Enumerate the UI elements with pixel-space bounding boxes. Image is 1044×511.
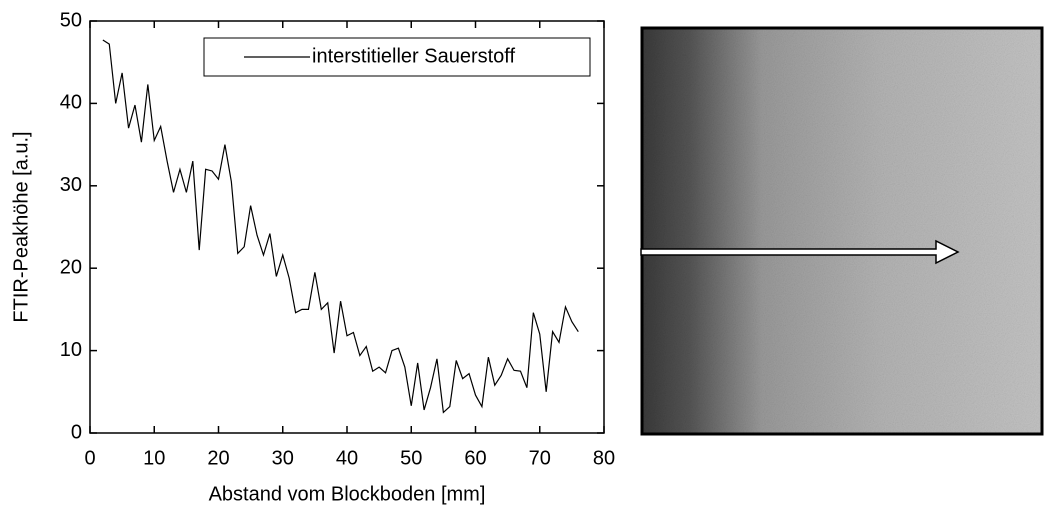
y-tick-label: 40 [60, 92, 82, 114]
x-tick-label: 60 [464, 447, 486, 469]
x-tick-label: 40 [336, 447, 358, 469]
y-tick-label: 20 [60, 256, 82, 278]
y-axis-label: FTIR-Peakhöhe [a.u.] [10, 131, 32, 322]
sample-image [640, 26, 1044, 436]
y-tick-label: 0 [71, 421, 82, 443]
x-tick-label: 70 [529, 447, 551, 469]
x-tick-label: 80 [593, 447, 615, 469]
legend-label: interstitieller Sauerstoff [312, 45, 516, 67]
data-line [102, 39, 579, 414]
x-tick-label: 30 [272, 447, 294, 469]
plot-frame [89, 20, 605, 434]
x-tick-label: 50 [400, 447, 422, 469]
x-axis-label: Abstand vom Blockboden [mm] [209, 483, 486, 505]
x-tick-label: 20 [207, 447, 229, 469]
y-tick-label: 30 [60, 174, 82, 196]
x-tick-label: 10 [143, 447, 165, 469]
y-tick-label: 10 [60, 339, 82, 361]
y-tick-label: 50 [60, 9, 82, 31]
x-tick-label: 0 [84, 447, 95, 469]
